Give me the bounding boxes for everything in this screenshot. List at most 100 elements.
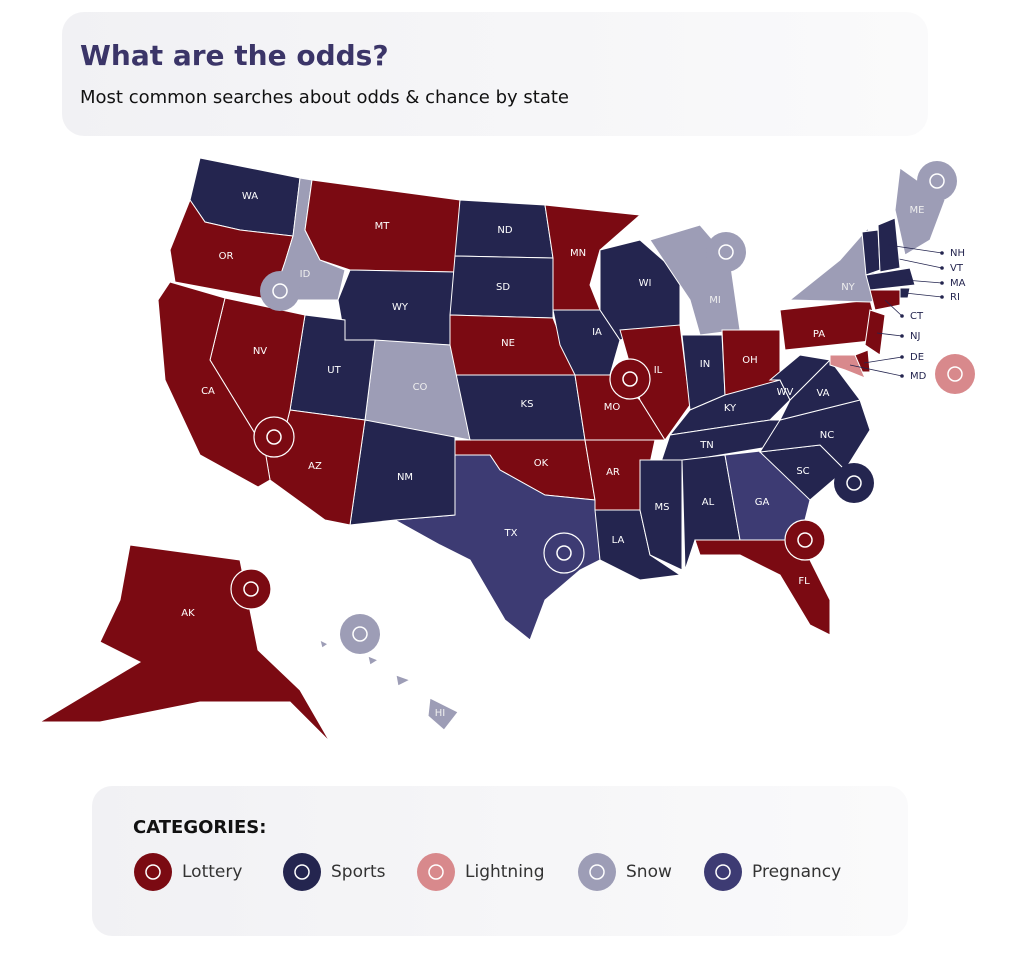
state-shape (639, 459, 683, 571)
legend-title: CATEGORIES: (133, 817, 266, 838)
state-label: IN (700, 359, 710, 370)
icon-glyph (622, 371, 638, 387)
state-label: MO (604, 402, 621, 413)
state-label: MI (709, 295, 721, 306)
legend-box (92, 786, 908, 936)
state-label: OR (219, 251, 234, 262)
icon-glyph (272, 283, 288, 299)
legend-glyph (589, 864, 605, 880)
callout-line (884, 299, 903, 317)
icon-glyph (556, 545, 572, 561)
state-shape (865, 267, 916, 291)
state-label: SC (796, 466, 809, 477)
state-shape (319, 639, 329, 649)
state-label: OK (534, 458, 549, 469)
legend-glyph (715, 864, 731, 880)
icon-glyph (266, 429, 282, 445)
legend-swatch (417, 853, 455, 891)
state-label: NE (501, 338, 515, 349)
state-label: MA (950, 278, 966, 289)
state-shape (829, 354, 866, 379)
state-label: VA (816, 388, 829, 399)
state-shape (157, 281, 271, 488)
state-label: ID (300, 269, 311, 280)
title: What are the odds? (80, 39, 389, 72)
category-icon (253, 416, 295, 458)
subtitle: Most common searches about odds & chance… (80, 87, 569, 108)
icon-glyph (718, 244, 734, 260)
icon-glyph (352, 626, 368, 642)
state-shape (427, 697, 459, 731)
state-label: WV (777, 387, 794, 398)
callout-line (849, 364, 903, 377)
callout-dot (940, 266, 944, 270)
legend-label: Pregnancy (752, 862, 841, 882)
state-label: UT (327, 365, 341, 376)
legend-swatch (578, 853, 616, 891)
category-icon (706, 232, 746, 272)
state-label: NM (397, 472, 413, 483)
state-shape (393, 454, 601, 641)
state-label: TN (699, 440, 714, 451)
state-shape (768, 354, 832, 401)
state-shape (38, 544, 331, 743)
callout-dot (940, 295, 944, 299)
state-label: LA (612, 535, 625, 546)
callout-line (904, 292, 943, 298)
header-box (62, 12, 928, 136)
legend-label: Lottery (182, 862, 242, 882)
state-label: IA (592, 327, 602, 338)
category-icon (260, 271, 300, 311)
legend-glyph (294, 864, 310, 880)
state-shape (864, 309, 886, 356)
state-label: GA (755, 497, 770, 508)
category-icon (543, 532, 585, 574)
state-label: WI (639, 278, 652, 289)
callout-dot (900, 314, 904, 318)
state-label: MN (570, 248, 586, 259)
legend-swatch (283, 853, 321, 891)
state-label: NJ (910, 331, 920, 342)
icon-glyph (929, 173, 945, 189)
category-icon (340, 614, 380, 654)
state-label: DE (910, 352, 924, 363)
state-label: MD (910, 371, 927, 382)
callout-dot (900, 374, 904, 378)
state-label: MT (375, 221, 391, 232)
states: WA OR ID MT WY ND SD NE KS OK TX NM CO UT AZ NV CA MN IA MO… (38, 157, 966, 743)
state-label: TX (504, 528, 518, 539)
icon-glyph (846, 475, 862, 491)
state-label: NV (253, 346, 267, 357)
state-label: KY (724, 403, 737, 414)
state-label: AL (702, 497, 715, 508)
state-shape (544, 204, 642, 311)
state-label: NH (950, 248, 965, 259)
callout-line (876, 332, 903, 337)
icon-glyph (797, 532, 813, 548)
state-label: FL (798, 576, 810, 587)
callout-dot (900, 355, 904, 359)
state-label: MS (655, 502, 670, 513)
state-shape (449, 374, 586, 441)
category-icon (784, 519, 826, 561)
category-icon (917, 161, 957, 201)
callout-line (887, 244, 943, 254)
callout-dot (900, 334, 904, 338)
state-label: CT (910, 311, 924, 322)
callout-line (904, 279, 943, 284)
state-shape (694, 539, 831, 636)
legend-swatch (134, 853, 172, 891)
state-label: PA (813, 329, 825, 340)
icon-glyph (243, 581, 259, 597)
state-label: OH (742, 355, 757, 366)
category-icon (834, 463, 874, 503)
state-label: IL (654, 365, 663, 376)
state-label: VT (950, 263, 964, 274)
state-label: WY (392, 302, 409, 313)
legend-label: Snow (626, 862, 672, 882)
state-label: NY (841, 282, 855, 293)
legend-label: Sports (331, 862, 386, 882)
state-label: AR (606, 467, 620, 478)
